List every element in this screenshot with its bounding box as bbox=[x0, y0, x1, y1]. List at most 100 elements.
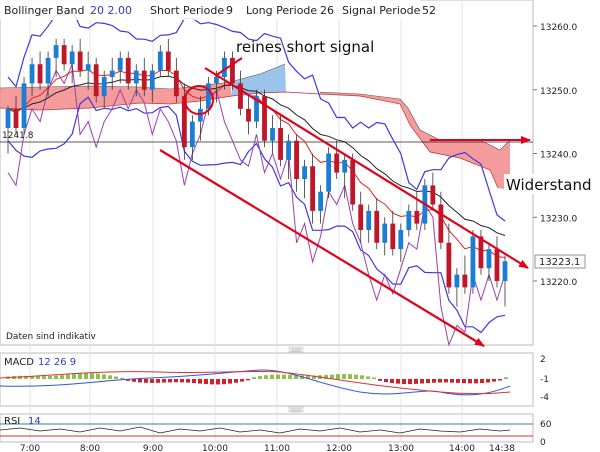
macd-bar bbox=[276, 374, 280, 379]
macd-bar bbox=[30, 375, 34, 379]
macd-bar bbox=[438, 379, 442, 383]
macd-bar bbox=[168, 379, 172, 383]
macd-tick-1: 2 bbox=[540, 355, 546, 365]
macd-bar bbox=[102, 374, 106, 379]
macd-bar bbox=[90, 373, 94, 379]
rsi-tick-1: 60 bbox=[540, 420, 552, 430]
short-periode-value: 9 bbox=[226, 4, 233, 17]
long-periode-value: 26 bbox=[320, 4, 334, 17]
signal-periode-value: 52 bbox=[422, 4, 436, 17]
macd-bar bbox=[384, 379, 388, 383]
macd-bar bbox=[426, 379, 430, 384]
macd-bar bbox=[480, 379, 484, 384]
candle-body bbox=[53, 45, 59, 58]
rsi-line bbox=[0, 426, 511, 434]
macd-bar bbox=[234, 379, 238, 383]
candle-body bbox=[205, 83, 211, 109]
macd-tick-3: -4 bbox=[540, 393, 549, 403]
candle-body bbox=[222, 57, 227, 77]
macd-signal-line bbox=[0, 370, 511, 395]
candle-body bbox=[438, 204, 444, 243]
candle-body bbox=[141, 70, 147, 90]
candle-body bbox=[302, 166, 308, 179]
candle-body bbox=[430, 185, 436, 205]
macd-bar bbox=[372, 377, 376, 379]
candle-body bbox=[382, 223, 388, 243]
macd-bar bbox=[504, 377, 508, 379]
candle-body bbox=[374, 210, 380, 243]
macd-bar bbox=[288, 374, 292, 379]
candle-body bbox=[69, 51, 75, 65]
purple-indicator-line bbox=[7, 62, 506, 347]
macd-bar bbox=[132, 379, 136, 382]
macd-bar bbox=[114, 376, 118, 379]
macd-bar bbox=[264, 375, 268, 379]
candle-body bbox=[37, 64, 43, 84]
candle-body bbox=[165, 51, 171, 71]
candle-body bbox=[21, 83, 27, 128]
candle-body bbox=[390, 223, 396, 250]
macd-bar bbox=[306, 375, 310, 379]
time-tick-label: 12:00 bbox=[326, 444, 352, 452]
macd-bar bbox=[120, 377, 124, 379]
splitter-handle-1[interactable] bbox=[288, 346, 304, 353]
macd-bar bbox=[198, 379, 202, 384]
candle-body bbox=[342, 159, 348, 173]
splitter-handle-2[interactable] bbox=[288, 406, 304, 413]
macd-bar bbox=[48, 375, 52, 379]
candle-body bbox=[109, 70, 115, 77]
candle-body bbox=[414, 210, 420, 224]
candle-body bbox=[470, 236, 476, 288]
macd-bar bbox=[138, 379, 142, 383]
macd-bar bbox=[36, 376, 40, 379]
purple-line bbox=[7, 62, 506, 347]
disclaimer-text: Daten sind indikativ bbox=[6, 332, 97, 342]
macd-bar bbox=[60, 375, 64, 379]
time-tick-label: 10:00 bbox=[202, 444, 228, 452]
macd-bar bbox=[462, 379, 466, 384]
candle-body bbox=[270, 128, 275, 141]
macd-values: 12 26 9 bbox=[38, 357, 76, 368]
macd-bar bbox=[174, 379, 178, 383]
candle-body bbox=[502, 261, 508, 281]
macd-bar bbox=[378, 379, 382, 381]
candle-body bbox=[85, 64, 91, 71]
macd-bar bbox=[84, 373, 88, 379]
macd-bar bbox=[402, 379, 406, 385]
bollinger-upper bbox=[7, 9, 506, 222]
price-axis: 13260.0 13250.0 13240.0 13230.0 13220.0 bbox=[533, 23, 577, 288]
price-tick-label: 13240.0 bbox=[540, 151, 577, 161]
macd-bar bbox=[492, 379, 496, 382]
time-tick-label: 13:00 bbox=[388, 444, 414, 452]
short-periode-label: Short Periode bbox=[150, 4, 224, 17]
candle-body bbox=[486, 249, 492, 269]
candle-body bbox=[318, 191, 324, 211]
rsi-value: 14 bbox=[28, 416, 41, 427]
macd-bar bbox=[486, 379, 490, 383]
candle-body bbox=[77, 51, 83, 71]
macd-bar bbox=[324, 374, 328, 379]
price-tick-label: 13220.0 bbox=[540, 278, 577, 288]
candle-body bbox=[326, 153, 332, 192]
candle-body bbox=[61, 45, 67, 65]
macd-bar bbox=[360, 375, 364, 379]
macd-label: MACD bbox=[4, 357, 34, 368]
candle-body bbox=[310, 166, 316, 211]
macd-bar bbox=[348, 374, 352, 379]
macd-bar bbox=[150, 379, 154, 383]
candle-body bbox=[173, 70, 179, 97]
time-tick-label: 8:00 bbox=[80, 444, 100, 452]
candle-body bbox=[101, 77, 107, 97]
macd-bar bbox=[312, 375, 316, 379]
candle-body bbox=[197, 108, 203, 122]
macd-bar bbox=[354, 374, 358, 379]
candle-body bbox=[230, 57, 235, 84]
macd-bar bbox=[444, 379, 448, 383]
macd-tick-2: -1 bbox=[540, 375, 549, 385]
macd-bar bbox=[246, 379, 250, 381]
time-axis: 7:00 8:00 9:00 10:00 11:00 12:00 13:00 14:00 14:… bbox=[20, 444, 515, 452]
macd-bar bbox=[270, 374, 274, 379]
candle-body bbox=[149, 70, 155, 90]
